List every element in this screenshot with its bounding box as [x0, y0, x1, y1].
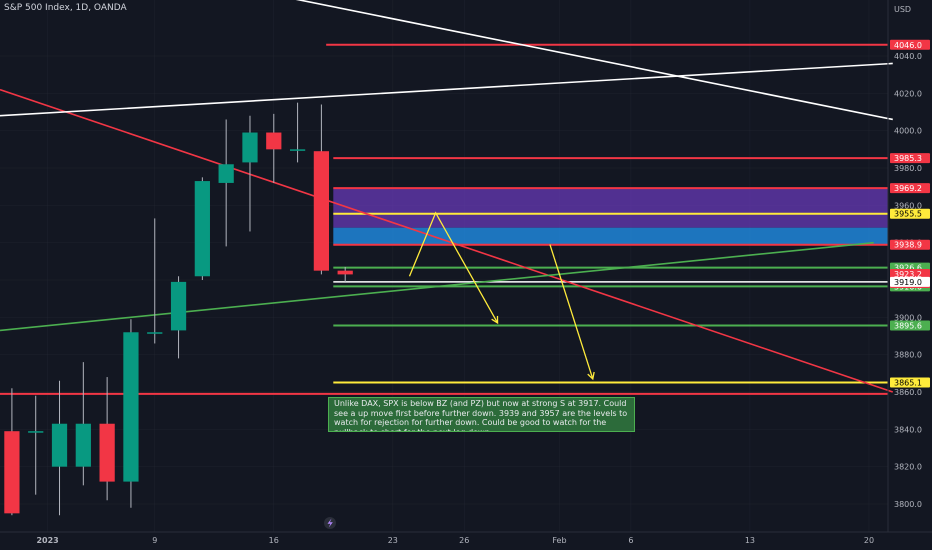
- price-tick-label: 4020.0: [894, 89, 922, 98]
- price-tag-bg: [890, 183, 930, 194]
- time-tick-label: 20: [864, 536, 874, 545]
- price-tick-label: 4040.0: [894, 52, 922, 61]
- price-tick-label: 3820.0: [894, 463, 922, 472]
- price-tag-label: 3919.0: [894, 278, 922, 287]
- projection-path: [549, 244, 594, 380]
- price-tick-label: 3960.0: [894, 201, 922, 210]
- price-tag-bg: [890, 39, 930, 50]
- current-price-label: 3923.2: [894, 270, 922, 279]
- price-tag-label: 3926.6: [894, 264, 922, 273]
- price-tag-label: 4046.0: [894, 41, 922, 50]
- price-tag-label: 3955.5: [894, 210, 922, 219]
- arrow-head: [587, 371, 595, 381]
- axis-unit-label: USD: [894, 5, 911, 14]
- candle-body: [218, 164, 234, 183]
- price-tag-bg: [890, 239, 930, 250]
- candle-body: [194, 181, 210, 277]
- trend-lines: [0, 0, 894, 393]
- trend-line: [0, 62, 893, 117]
- time-tick-label: 26: [459, 536, 469, 545]
- time-tick-label: 6: [628, 536, 633, 545]
- candle-body: [242, 132, 258, 163]
- candle-body: [123, 332, 139, 482]
- candle-body: [170, 281, 187, 331]
- price-tag-label: 3969.2: [894, 184, 922, 193]
- price-tag-bg: [890, 320, 930, 331]
- candle-body: [4, 431, 20, 514]
- candle-body: [266, 132, 282, 150]
- zone-rect: [333, 188, 888, 228]
- candle-body: [99, 423, 115, 482]
- time-tick-label: 9: [152, 536, 157, 545]
- candle-body: [337, 270, 353, 275]
- candle-body: [289, 149, 306, 151]
- projection-path: [408, 211, 499, 324]
- price-tick-label: 3980.0: [894, 164, 922, 173]
- price-tag-label: 3895.6: [894, 322, 922, 331]
- zone-rect: [333, 227, 888, 245]
- time-tick-label: Feb: [552, 536, 566, 545]
- time-tick-label: 2023: [36, 536, 58, 545]
- time-axis[interactable]: 2023 9 16 23 26 Feb 6 13 20: [36, 536, 874, 545]
- trend-line: [295, 0, 893, 121]
- grid-lines: [0, 0, 888, 532]
- candle-body: [28, 431, 44, 433]
- time-tick-label: 13: [745, 536, 755, 545]
- horizontal-levels: [0, 43, 888, 395]
- price-tag-bg: [890, 153, 930, 164]
- candle-body: [75, 423, 91, 467]
- candle-body: [147, 332, 163, 334]
- candle-body: [313, 151, 330, 271]
- arrow-head: [491, 315, 499, 325]
- price-level-tags: 4046.03985.33969.23955.53938.93926.63916…: [890, 39, 930, 388]
- time-tick-label: 16: [269, 536, 279, 545]
- price-tick-label: 3860.0: [894, 388, 922, 397]
- time-tick-label: 23: [388, 536, 398, 545]
- annotation-note[interactable]: Unlike DAX, SPX is below BZ (and PZ) but…: [328, 397, 635, 432]
- price-tag-label: 3985.3: [894, 154, 922, 163]
- chart-title: S&P 500 Index, 1D, OANDA: [4, 3, 127, 13]
- replay-icon[interactable]: [324, 517, 336, 529]
- price-tick-label: 3800.0: [894, 500, 922, 509]
- price-tick-label: 3880.0: [894, 351, 922, 360]
- price-tag-label: 3865.1: [894, 378, 922, 387]
- candle-body: [51, 423, 68, 467]
- price-tag-label: 3938.9: [894, 241, 922, 250]
- price-zones: [333, 188, 888, 245]
- price-tick-label: 4000.0: [894, 127, 922, 136]
- price-tag-bg: [890, 208, 930, 219]
- price-tick-label: 3900.0: [894, 313, 922, 322]
- price-tick-label: 3840.0: [894, 425, 922, 434]
- trend-line: [0, 88, 894, 393]
- price-tag-bg: [890, 276, 930, 287]
- candlesticks: [4, 102, 353, 516]
- trend-line: [0, 241, 874, 332]
- projection-paths: [408, 211, 595, 381]
- price-tag-bg: [890, 377, 930, 388]
